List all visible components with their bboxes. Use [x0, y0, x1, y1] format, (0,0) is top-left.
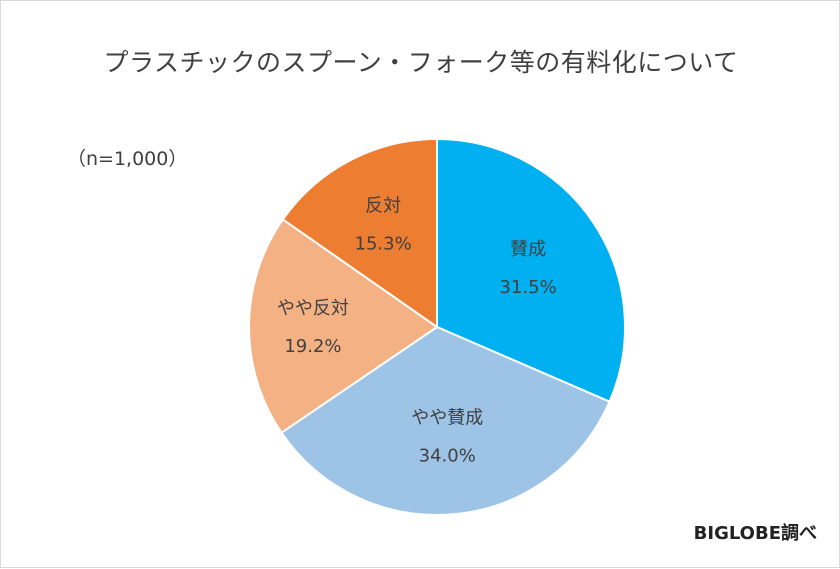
- slice-value-yaya-sansei: 34.0%: [419, 446, 476, 467]
- pie-slice-yaya-hantai: [248, 217, 439, 435]
- pie-slice-yaya-sansei: [280, 325, 611, 516]
- slice-label-sansei: 賛成: [510, 239, 546, 260]
- slice-value-sansei: 31.5%: [500, 277, 557, 298]
- sample-size-note: （n=1,000）: [67, 148, 188, 170]
- slice-value-hantai: 15.3%: [355, 234, 412, 255]
- pie-slice-sansei: [436, 137, 626, 403]
- slice-label-hantai: 反対: [365, 196, 401, 217]
- slice-label-yaya-sansei: やや賛成: [411, 408, 483, 429]
- slice-label-yaya-hantai: やや反対: [277, 298, 349, 319]
- slice-value-yaya-hantai: 19.2%: [284, 336, 341, 357]
- pie-slice-hantai: [281, 137, 438, 329]
- source-note: BIGLOBE調べ: [693, 523, 817, 544]
- chart-title: プラスチックのスプーン・フォーク等の有料化について: [103, 48, 739, 77]
